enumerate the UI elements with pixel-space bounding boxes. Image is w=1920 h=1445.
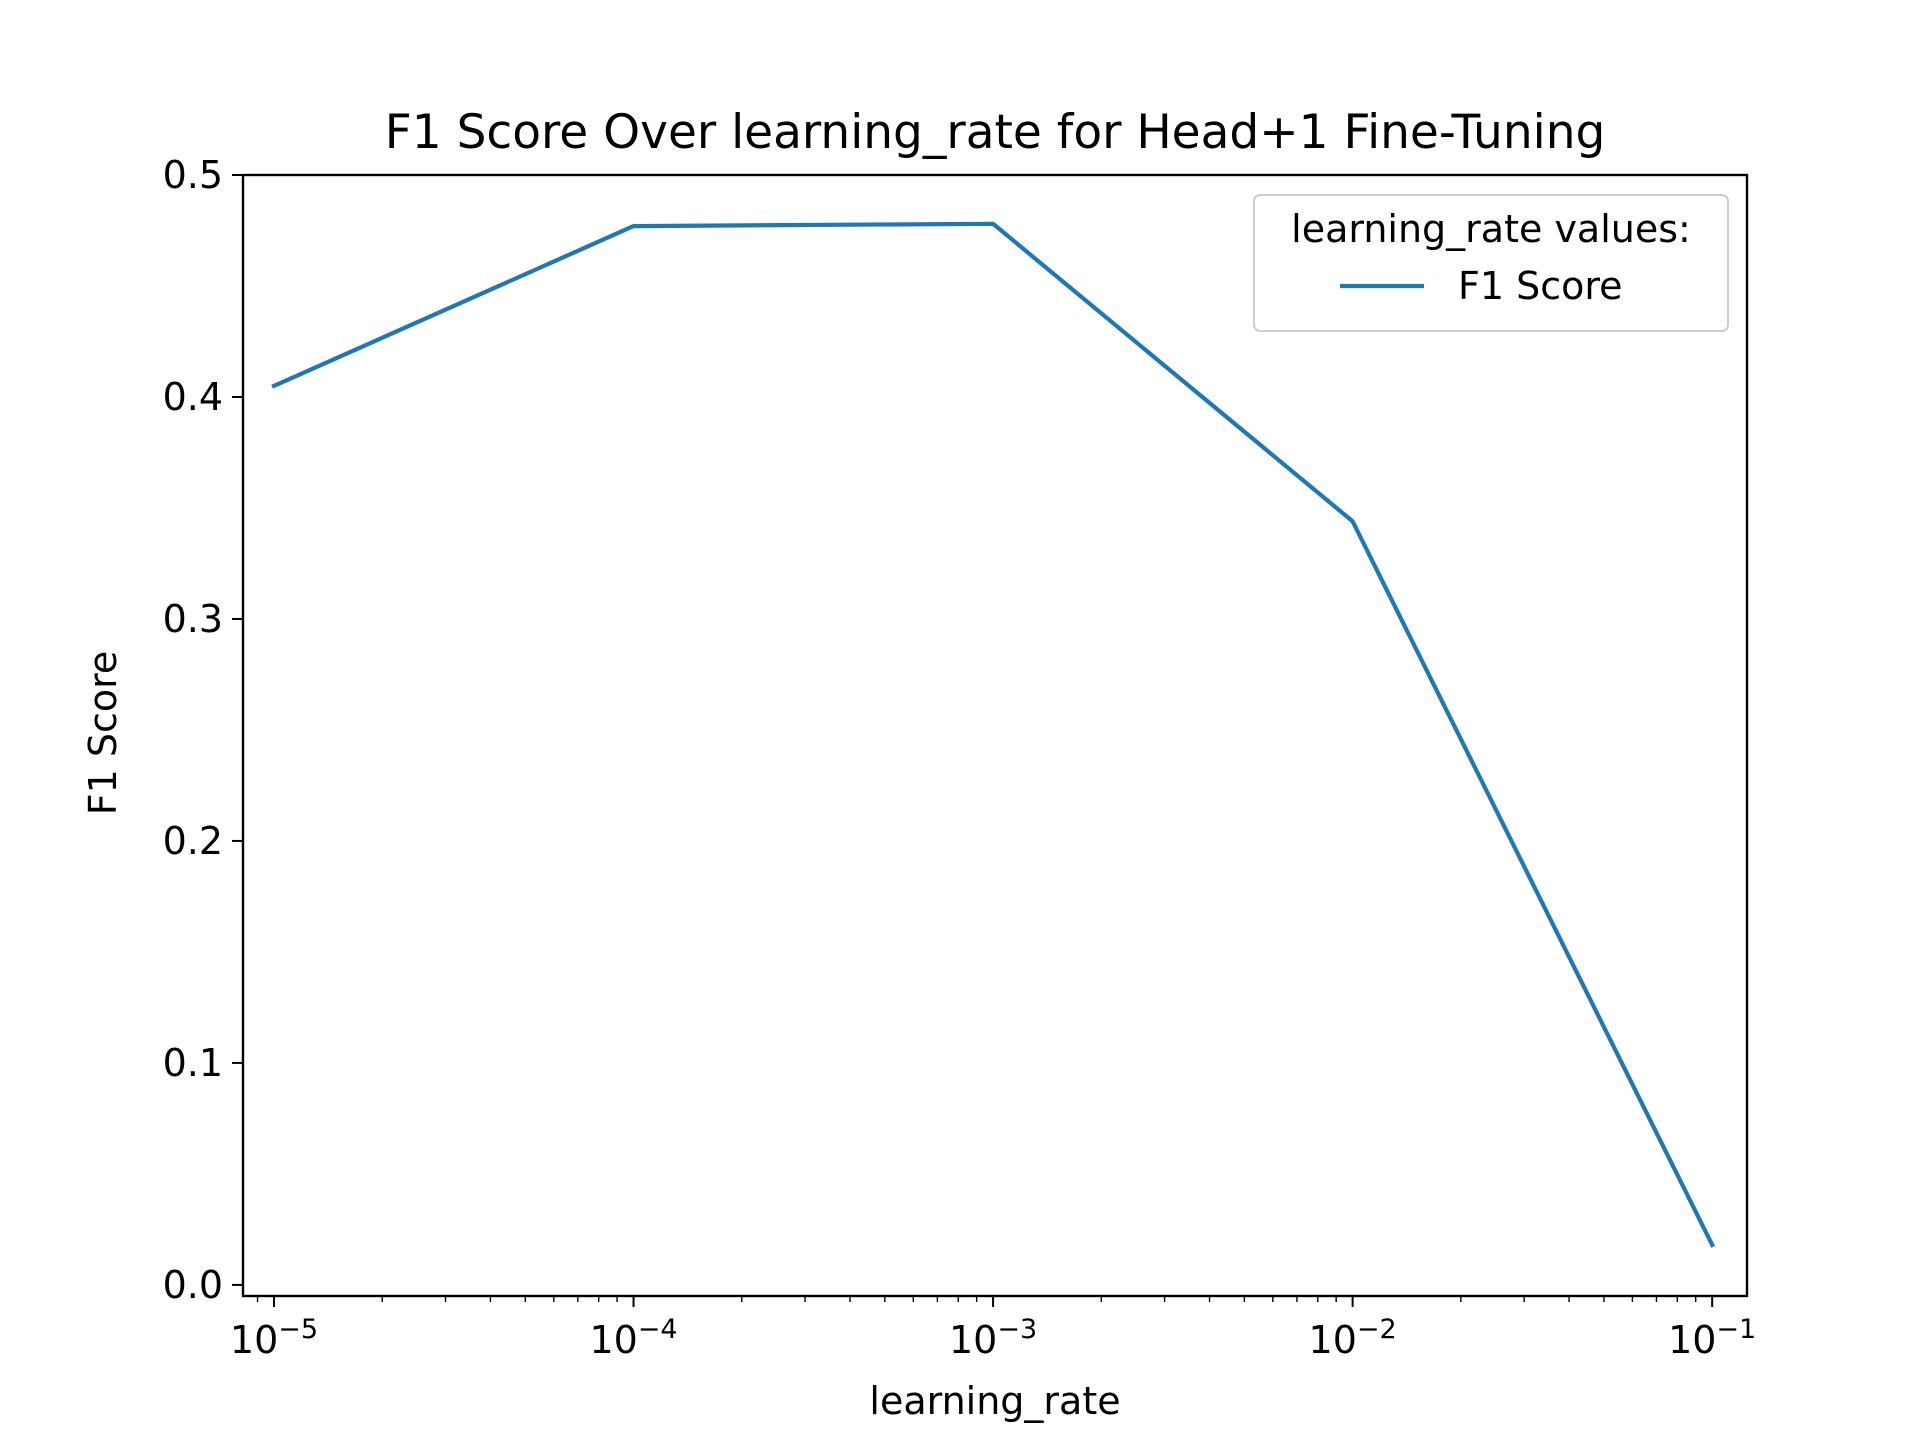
y-tick-label: 0.0 <box>163 1263 223 1307</box>
y-tick-label: 0.3 <box>163 597 223 641</box>
y-tick-label: 0.5 <box>163 153 223 197</box>
x-axis-label: learning_rate <box>869 1379 1120 1423</box>
y-tick-label: 0.4 <box>163 375 223 419</box>
series-line <box>271 221 1716 1248</box>
legend: learning_rate values: F1 Score <box>1253 194 1729 332</box>
y-tick-label: 0.2 <box>163 819 223 863</box>
x-tick-label: 10−5 <box>230 1314 318 1362</box>
legend-box <box>1253 194 1729 332</box>
y-tick-label: 0.1 <box>163 1041 223 1085</box>
legend-label: F1 Score <box>1458 264 1623 308</box>
x-tick-label: 10−2 <box>1309 1314 1397 1362</box>
y-axis-label: F1 Score <box>81 651 125 816</box>
x-tick-label: 10−3 <box>949 1314 1037 1362</box>
chart-title: F1 Score Over learning_rate for Head+1 F… <box>385 105 1606 160</box>
plot-area: 0.0 0.1 0.2 0.3 0.4 0.5 10−5 10−4 10−3 10−2 10−1 <box>163 153 1757 1362</box>
x-tick-label: 10−4 <box>589 1314 677 1362</box>
axes-frame <box>241 173 1749 1298</box>
legend-title: learning_rate values: <box>1291 207 1691 251</box>
x-tick-label: 10−1 <box>1668 1314 1756 1362</box>
